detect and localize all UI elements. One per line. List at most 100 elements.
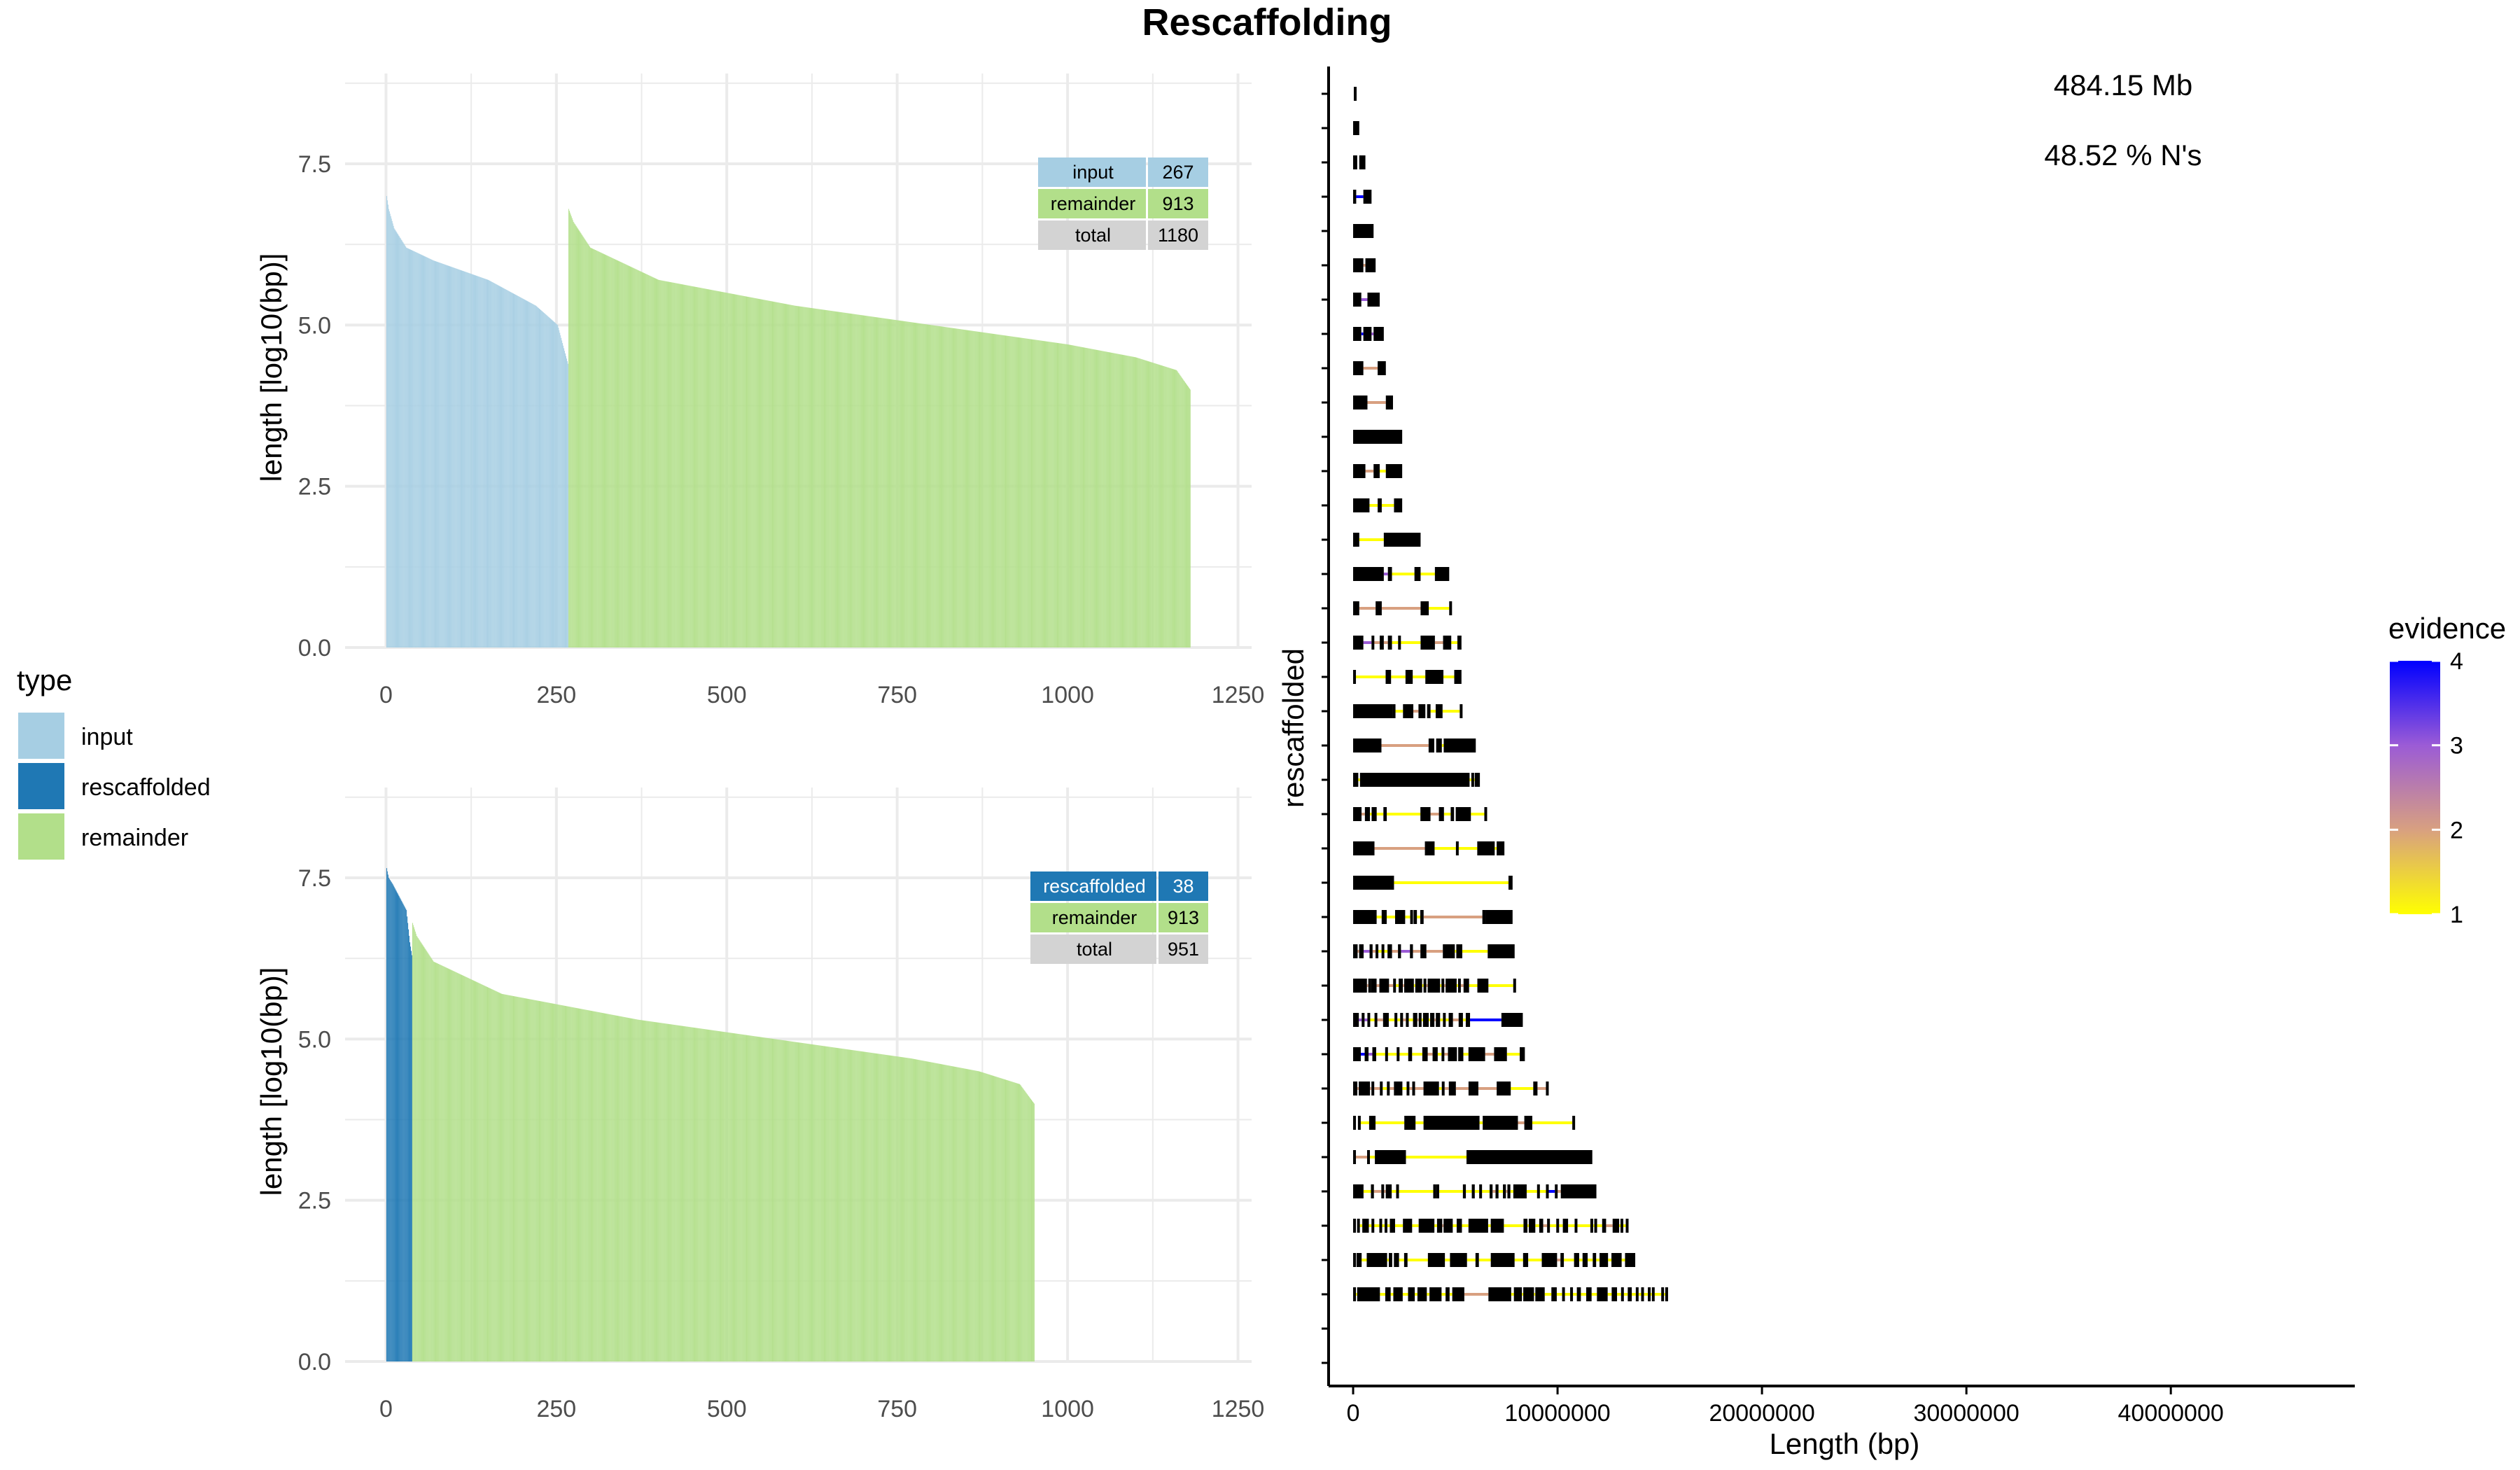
- bar-remainder: [953, 1066, 955, 1362]
- bar-remainder: [1066, 344, 1068, 648]
- bar-remainder: [1023, 338, 1025, 648]
- bar-remainder: [1176, 370, 1177, 648]
- bar-remainder: [868, 1052, 869, 1362]
- bar-input: [472, 274, 474, 648]
- bar-remainder: [568, 209, 569, 648]
- bar-remainder: [1037, 340, 1038, 648]
- bar-remainder: [741, 1034, 743, 1362]
- bar-remainder: [860, 315, 862, 648]
- bar-remainder: [436, 963, 438, 1362]
- bar-remainder: [862, 1051, 864, 1362]
- bar-remainder: [553, 1003, 554, 1362]
- bar-input: [509, 291, 510, 648]
- bar-remainder: [761, 1037, 762, 1362]
- bar-remainder: [620, 1016, 621, 1362]
- bar-remainder: [581, 1009, 582, 1362]
- bar-remainder: [772, 301, 774, 648]
- bar-remainder: [955, 328, 957, 648]
- bar-remainder: [976, 331, 978, 648]
- bar-input: [461, 270, 463, 648]
- bar-remainder: [473, 980, 475, 1362]
- scaffold-block: [1454, 670, 1462, 684]
- bar-input: [470, 273, 471, 648]
- bar-remainder: [735, 1033, 736, 1362]
- type-legend: type input rescaffolded remainder: [17, 664, 211, 860]
- bar-remainder: [1180, 376, 1182, 648]
- x-tick-label: 1000: [1041, 1396, 1094, 1422]
- bar-remainder: [668, 1023, 670, 1362]
- bar-remainder: [716, 1030, 718, 1362]
- summary-table-row: total 951: [1030, 934, 1208, 964]
- bar-remainder: [758, 1037, 760, 1362]
- bar-remainder: [930, 1062, 931, 1362]
- bar-remainder: [622, 1016, 624, 1362]
- bar-remainder: [680, 1026, 682, 1362]
- bar-remainder: [863, 1051, 864, 1362]
- bar-remainder: [624, 1017, 625, 1362]
- bar-remainder: [975, 331, 976, 648]
- scaffold-block: [1353, 224, 1374, 238]
- bar-remainder: [701, 1028, 703, 1362]
- bar-remainder: [778, 1040, 780, 1362]
- bar-remainder: [958, 328, 959, 648]
- scaffold-block: [1403, 1219, 1413, 1233]
- bar-remainder: [809, 1044, 811, 1362]
- bar-remainder: [886, 318, 888, 648]
- bar-rescaffolded: [398, 895, 400, 1362]
- bar-remainder: [757, 1036, 758, 1362]
- bar-remainder: [526, 998, 528, 1362]
- scaffold-block: [1423, 979, 1427, 993]
- bar-remainder: [732, 293, 734, 648]
- bar-remainder: [425, 949, 426, 1362]
- bar-remainder: [683, 284, 685, 648]
- scaffold-block: [1353, 636, 1364, 650]
- scaffold-block: [1427, 979, 1441, 993]
- bar-input: [566, 358, 567, 648]
- bar-remainder: [1005, 335, 1007, 648]
- scaffold-block: [1523, 1219, 1528, 1233]
- bar-input: [562, 343, 564, 648]
- scaffold-block: [1488, 944, 1515, 958]
- bar-remainder: [1114, 353, 1116, 648]
- scaffold-block: [1381, 1184, 1385, 1198]
- bar-remainder: [1150, 362, 1152, 648]
- bar-remainder: [890, 1055, 892, 1362]
- bar-remainder: [848, 313, 850, 648]
- bar-remainder: [825, 309, 826, 648]
- bar-remainder: [1061, 343, 1063, 648]
- scaffold-row: [1353, 807, 1488, 821]
- bar-remainder: [520, 997, 522, 1362]
- bar-remainder: [560, 1004, 561, 1362]
- scaffold-row: [1354, 87, 1357, 101]
- bar-remainder: [601, 253, 603, 648]
- bar-remainder: [598, 251, 599, 648]
- scaffold-block: [1376, 944, 1379, 958]
- scaffold-block: [1528, 1219, 1536, 1233]
- bar-remainder: [897, 1056, 899, 1362]
- bar-input: [500, 286, 502, 648]
- bar-input: [486, 279, 488, 648]
- bar-remainder: [755, 298, 756, 648]
- bar-remainder: [1123, 355, 1124, 648]
- scaffold-block: [1353, 121, 1359, 135]
- scaffold-block: [1390, 1219, 1395, 1233]
- bar-remainder: [719, 291, 720, 648]
- bar-remainder: [783, 1040, 784, 1362]
- bar-input: [496, 284, 498, 648]
- scaffold-segments: [1353, 87, 1668, 1301]
- scaffold-block: [1375, 1150, 1406, 1164]
- bar-remainder: [972, 1070, 974, 1362]
- scaffold-block: [1353, 293, 1362, 307]
- scaffold-block: [1353, 773, 1359, 787]
- bar-remainder: [755, 1036, 756, 1362]
- bar-remainder: [812, 1044, 813, 1362]
- bar-remainder: [783, 1040, 785, 1362]
- bar-remainder: [1127, 356, 1128, 648]
- bar-remainder: [515, 996, 517, 1362]
- bar-remainder: [786, 1040, 788, 1362]
- bar-remainder: [1014, 337, 1015, 648]
- scaffold-block: [1448, 1082, 1456, 1096]
- bar-remainder: [1032, 340, 1034, 648]
- bar-remainder: [915, 1059, 916, 1362]
- x-tick-label: 250: [536, 682, 576, 708]
